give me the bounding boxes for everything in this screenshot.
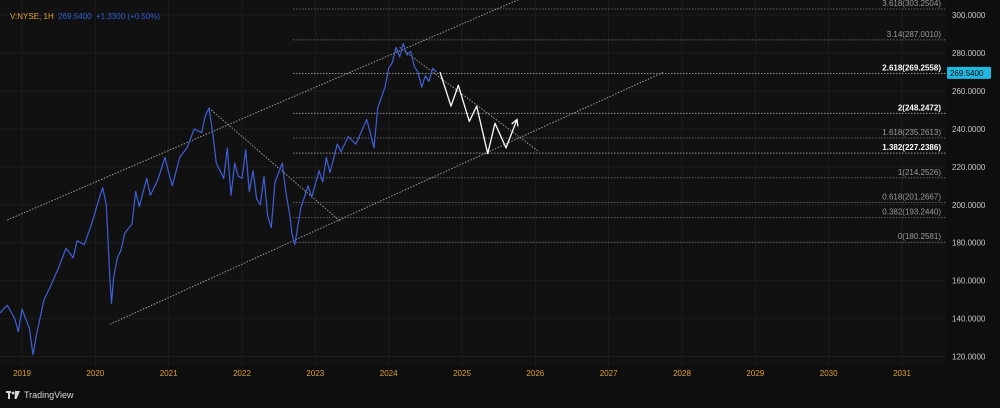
symbol-header: V:NYSE, 1H 269.5400 +1.3300 (+0.50%) — [10, 12, 160, 21]
series-layer — [0, 43, 519, 356]
fib-level-label: 1.618(235.2613) — [882, 128, 941, 137]
x-tick-label: 2020 — [86, 369, 104, 378]
x-tick-label: 2027 — [600, 369, 618, 378]
y-tick-label: 280.0000 — [952, 49, 986, 58]
fib-level-label: 2.618(269.2558) — [882, 63, 941, 72]
y-tick-label: 260.0000 — [952, 87, 986, 96]
y-tick-label: 200.0000 — [952, 201, 986, 210]
tradingview-logo-icon[interactable] — [6, 390, 20, 400]
x-tick-label: 2030 — [820, 369, 838, 378]
symbol-label: V:NYSE, 1H — [10, 12, 54, 21]
x-tick-label: 2021 — [160, 369, 178, 378]
header-change: +1.3300 (+0.50%) — [96, 12, 161, 21]
fib-level-label: 2(248.2472) — [898, 103, 941, 112]
x-tick-label: 2024 — [380, 369, 398, 378]
header-price: 269.5400 — [58, 12, 92, 21]
fib-level-label: 3.14(287.0010) — [887, 30, 942, 39]
fib-level-label: 0.382(193.2440) — [882, 208, 941, 217]
y-axis-background — [946, 0, 1000, 366]
y-tick-label: 180.0000 — [952, 239, 986, 248]
fib-level-label: 1(214.2526) — [898, 168, 941, 177]
projection-path — [439, 71, 518, 155]
fib-level-label: 0(180.2581) — [898, 232, 941, 241]
y-axis: 120.0000 140.0000 160.0000 180.0000 200.0000… — [946, 0, 1000, 366]
price-series-line — [0, 43, 437, 356]
projection-arrow-icon — [511, 118, 519, 127]
y-tick-label: 220.0000 — [952, 163, 986, 172]
last-price-label: 269.5400 — [950, 69, 984, 78]
fib-level-label: 0.618(201.2667) — [882, 192, 941, 201]
x-tick-label: 2022 — [233, 369, 251, 378]
x-tick-label: 2028 — [673, 369, 691, 378]
fib-level-label: 1.382(227.2386) — [882, 143, 941, 152]
fib-level-label: 3.618(303.2504) — [882, 0, 941, 8]
x-tick-label: 2031 — [893, 369, 911, 378]
y-tick-label: 240.0000 — [952, 125, 986, 134]
x-tick-label: 2029 — [746, 369, 764, 378]
y-tick-label: 160.0000 — [952, 277, 986, 286]
y-tick-label: 140.0000 — [952, 315, 986, 324]
y-tick-label: 300.0000 — [952, 11, 986, 20]
trend-line — [109, 71, 664, 325]
fib-layer: 3.618(303.2504) 3.14(287.0010) 2.618(269.2… — [293, 0, 946, 243]
last-price-tag — [947, 66, 991, 79]
x-tick-label: 2026 — [526, 369, 544, 378]
y-tick-label: 120.0000 — [952, 353, 986, 362]
tradingview-brand[interactable]: TradingView — [24, 390, 74, 400]
channel-layer — [7, 0, 664, 325]
trend-line — [399, 47, 540, 153]
footer: TradingView — [6, 386, 74, 404]
trend-line — [208, 107, 342, 223]
x-axis: 2019 2020 2021 2022 2023 2024 2025 2026 2027 2028… — [0, 366, 1000, 408]
x-tick-label: 2025 — [453, 369, 471, 378]
x-tick-label: 2019 — [13, 369, 31, 378]
x-tick-label: 2023 — [306, 369, 324, 378]
x-axis-background — [0, 366, 1000, 408]
